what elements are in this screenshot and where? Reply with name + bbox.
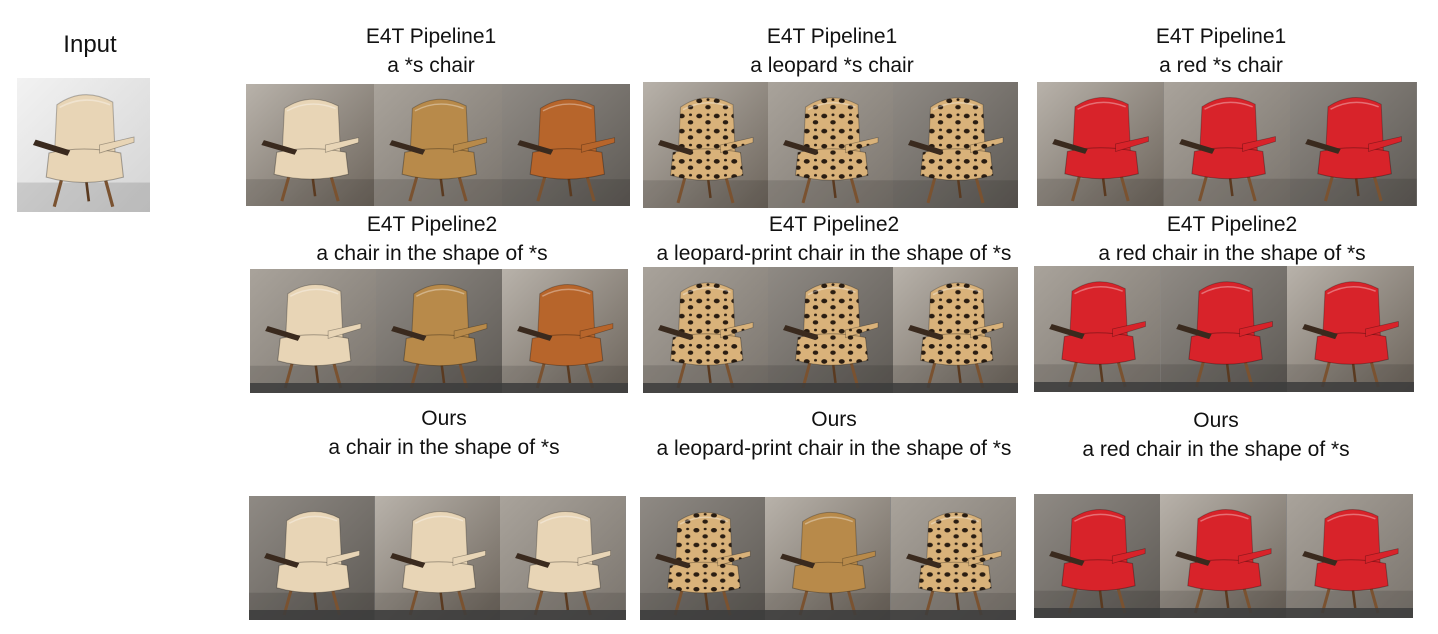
chair-image <box>1160 494 1287 618</box>
chair-image <box>643 267 768 393</box>
grid-footer-bar <box>643 383 1018 393</box>
row1-col1-image-strip <box>643 267 1018 393</box>
grid-footer-bar <box>1034 382 1414 392</box>
chair-image <box>1160 266 1288 392</box>
chair-image <box>502 84 630 206</box>
row0-col1-label: E4T Pipeline1 a leopard *s chair <box>750 25 914 77</box>
chair-image <box>765 497 891 620</box>
chair-image <box>1286 494 1413 618</box>
row0-col0-image-strip <box>246 84 630 206</box>
chair-image <box>502 269 628 393</box>
chair-image <box>640 497 766 620</box>
row0-col0-label: E4T Pipeline1 a *s chair <box>365 25 497 77</box>
chair-image <box>890 497 1016 620</box>
grid-footer-bar <box>250 383 628 393</box>
grid-footer-bar <box>1034 608 1413 618</box>
chair-image <box>376 269 502 393</box>
row1-col0-image-strip <box>250 269 628 393</box>
row2-col0-image-strip <box>249 496 626 620</box>
row1-col1-label: E4T Pipeline2 a leopard-print chair in t… <box>656 213 1012 265</box>
row1-col2-label: E4T Pipeline2 a red chair in the shape o… <box>1098 213 1366 265</box>
row1-col2-image-strip <box>1034 266 1414 392</box>
row2-col2-label: Ours a red chair in the shape of *s <box>1082 409 1350 461</box>
chair-image <box>1034 494 1161 618</box>
chair-image <box>1034 266 1161 392</box>
chair-image <box>893 82 1018 208</box>
chair-image <box>374 496 501 620</box>
chair-image <box>1290 82 1417 206</box>
chair-image <box>1163 82 1291 206</box>
chair-image <box>768 267 893 393</box>
row1-col0-label: E4T Pipeline2 a chair in the shape of *s <box>316 213 548 265</box>
chair-image <box>374 84 502 206</box>
row0-col2-image-strip <box>1037 82 1417 206</box>
chair-image <box>250 269 376 393</box>
chair-image <box>768 82 893 208</box>
chair-image <box>500 496 626 620</box>
row2-col0-label: Ours a chair in the shape of *s <box>328 407 560 459</box>
chair-image <box>1287 266 1414 392</box>
row0-col2-label: E4T Pipeline1 a red *s chair <box>1155 25 1287 77</box>
chair-image <box>893 267 1018 393</box>
chair-image <box>1037 82 1164 206</box>
chair-image <box>249 496 375 620</box>
row2-col2-image-strip <box>1034 494 1413 618</box>
input-title: Input <box>63 31 117 58</box>
row2-col1-label: Ours a leopard-print chair in the shape … <box>656 408 1012 460</box>
input-chair-image <box>17 78 150 212</box>
chair-image <box>246 84 374 206</box>
row2-col1-image-strip <box>640 497 1016 620</box>
row0-col1-image-strip <box>643 82 1018 208</box>
grid-footer-bar <box>640 610 1016 620</box>
grid-footer-bar <box>249 610 626 620</box>
chair-image <box>643 82 768 208</box>
